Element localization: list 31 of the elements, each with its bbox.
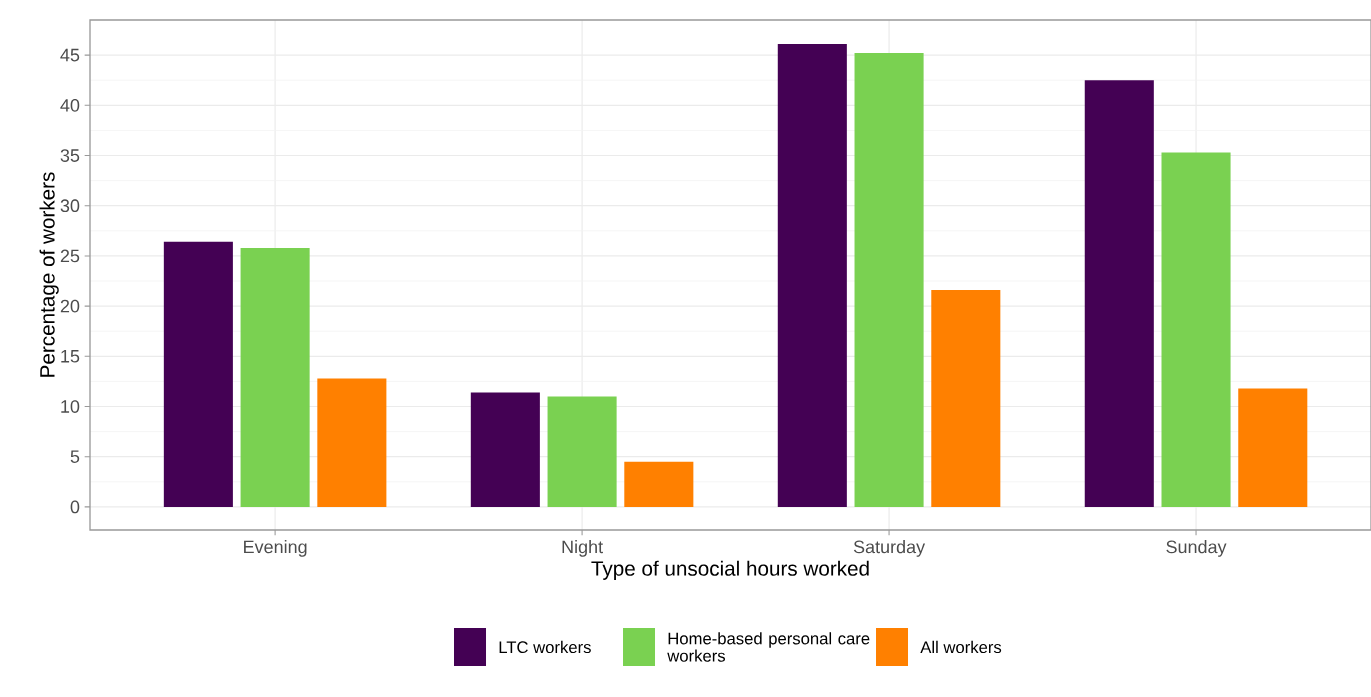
bar xyxy=(1161,152,1231,507)
bar xyxy=(470,392,540,507)
y-tick-label: 45 xyxy=(60,48,80,62)
bar xyxy=(163,241,233,507)
x-tick-label: Sunday xyxy=(1166,540,1227,557)
bar xyxy=(931,290,1001,507)
x-tick-label: Evening xyxy=(244,540,307,557)
x-tick-label: Saturday xyxy=(853,540,926,557)
y-tick-label: 40 xyxy=(60,98,80,112)
y-tick-label: 30 xyxy=(60,199,80,213)
y-tick-label: 5 xyxy=(70,450,80,463)
bar xyxy=(1084,80,1154,507)
bar xyxy=(240,247,310,507)
y-tick-label: 15 xyxy=(61,350,80,363)
legend-label: All workers xyxy=(920,640,1002,654)
legend-label: LTC workers xyxy=(499,640,591,654)
x-tick-label: Night xyxy=(562,540,603,557)
y-tick-label: 25 xyxy=(60,249,80,263)
legend-label: Home-based personal care workers xyxy=(667,632,870,662)
bar xyxy=(317,378,387,507)
x-axis-title: Type of unsocial hours worked xyxy=(591,560,869,580)
y-tick-label: 0 xyxy=(70,500,80,514)
bar xyxy=(777,44,847,507)
bar xyxy=(854,53,924,507)
y-tick-label: 20 xyxy=(60,299,80,313)
bar xyxy=(624,461,694,507)
y-tick-label: 10 xyxy=(61,400,80,413)
y-tick-label: 35 xyxy=(60,149,80,162)
bar xyxy=(1238,388,1308,507)
bar xyxy=(547,396,617,507)
y-axis-title: Percentage of workers xyxy=(39,172,59,377)
